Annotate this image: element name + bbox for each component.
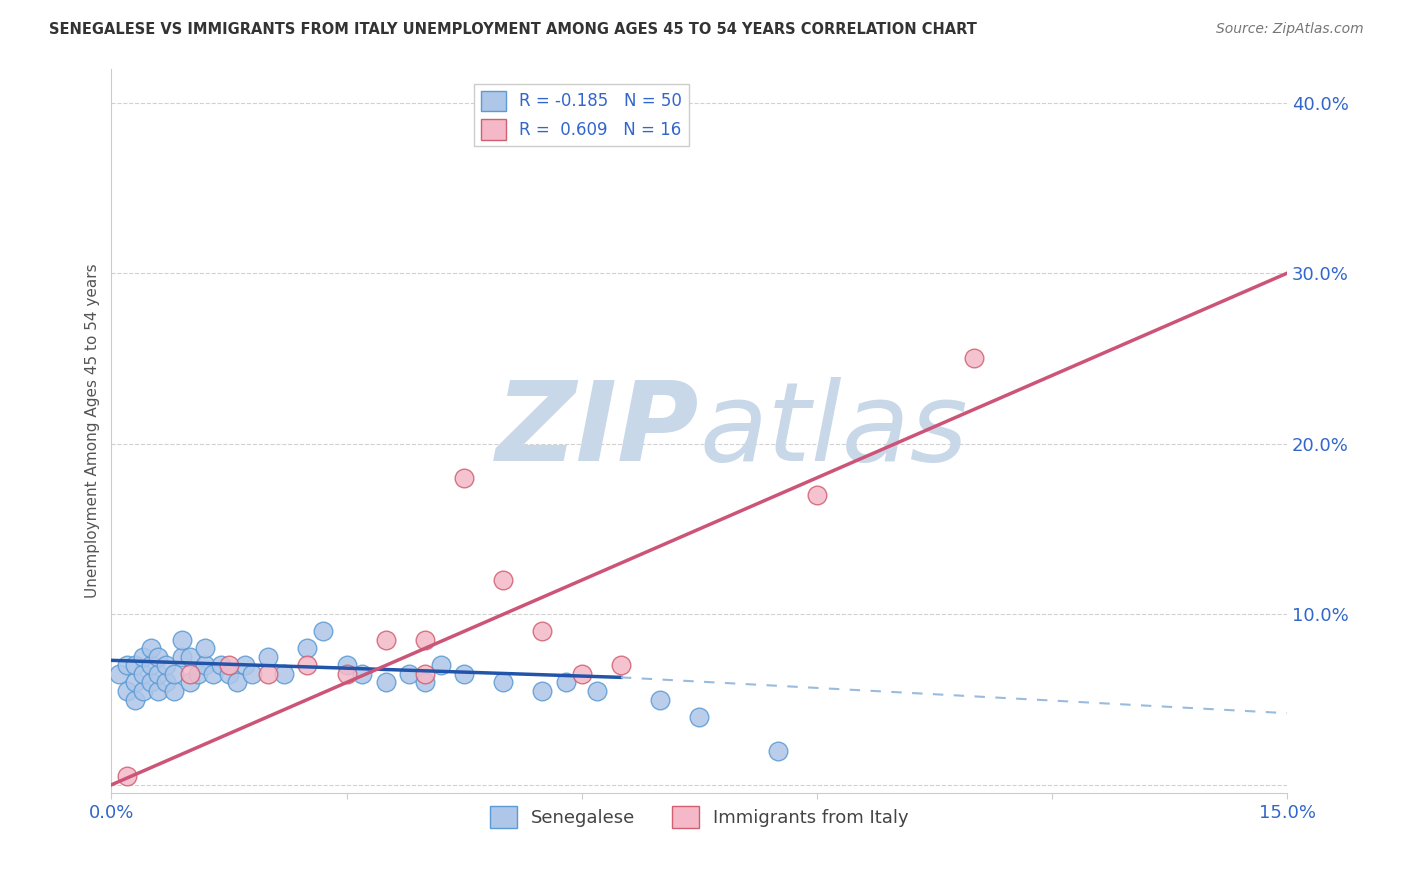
Point [492, 675, 515, 690]
Point [148, 667, 170, 681]
Point [139, 641, 162, 656]
Point [225, 675, 247, 690]
Point [115, 684, 138, 698]
Point [124, 675, 146, 690]
Point [218, 658, 240, 673]
Point [194, 658, 217, 673]
Point [273, 667, 295, 681]
Point [155, 675, 177, 690]
Point [179, 667, 201, 681]
Point [115, 769, 138, 783]
Point [124, 692, 146, 706]
Point [124, 658, 146, 673]
Point [242, 667, 264, 681]
Point [413, 632, 436, 647]
Point [179, 675, 201, 690]
Point [139, 675, 162, 690]
Point [429, 658, 451, 673]
Point [115, 658, 138, 673]
Point [531, 624, 554, 639]
Point [257, 649, 280, 664]
Point [297, 658, 319, 673]
Point [413, 667, 436, 681]
Point [453, 667, 475, 681]
Point [194, 641, 217, 656]
Point [688, 709, 710, 723]
Point [108, 667, 131, 681]
Point [148, 684, 170, 698]
Point [413, 675, 436, 690]
Legend: Senegalese, Immigrants from Italy: Senegalese, Immigrants from Italy [482, 798, 915, 835]
Point [374, 675, 396, 690]
Point [148, 649, 170, 664]
Point [132, 667, 155, 681]
Point [257, 667, 280, 681]
Point [648, 692, 671, 706]
Point [187, 667, 209, 681]
Point [335, 658, 357, 673]
Point [398, 667, 420, 681]
Point [766, 744, 789, 758]
Point [179, 649, 201, 664]
Point [139, 658, 162, 673]
Point [531, 684, 554, 698]
Point [492, 573, 515, 587]
Point [170, 632, 193, 647]
Text: ZIP: ZIP [496, 377, 699, 484]
Y-axis label: Unemployment Among Ages 45 to 54 years: Unemployment Among Ages 45 to 54 years [86, 264, 100, 599]
Point [555, 675, 578, 690]
Point [163, 684, 186, 698]
Point [571, 667, 593, 681]
Point [374, 632, 396, 647]
Point [218, 667, 240, 681]
Point [586, 684, 609, 698]
Point [335, 667, 357, 681]
Point [202, 667, 225, 681]
Point [610, 658, 633, 673]
Point [312, 624, 335, 639]
Point [163, 667, 186, 681]
Text: atlas: atlas [699, 377, 967, 484]
Point [233, 658, 256, 673]
Text: Source: ZipAtlas.com: Source: ZipAtlas.com [1216, 22, 1364, 37]
Point [453, 471, 475, 485]
Point [132, 649, 155, 664]
Text: SENEGALESE VS IMMIGRANTS FROM ITALY UNEMPLOYMENT AMONG AGES 45 TO 54 YEARS CORRE: SENEGALESE VS IMMIGRANTS FROM ITALY UNEM… [49, 22, 977, 37]
Point [297, 641, 319, 656]
Point [132, 684, 155, 698]
Point [209, 658, 232, 673]
Point [155, 658, 177, 673]
Point [962, 351, 984, 366]
Point [352, 667, 374, 681]
Point [806, 488, 828, 502]
Point [170, 649, 193, 664]
